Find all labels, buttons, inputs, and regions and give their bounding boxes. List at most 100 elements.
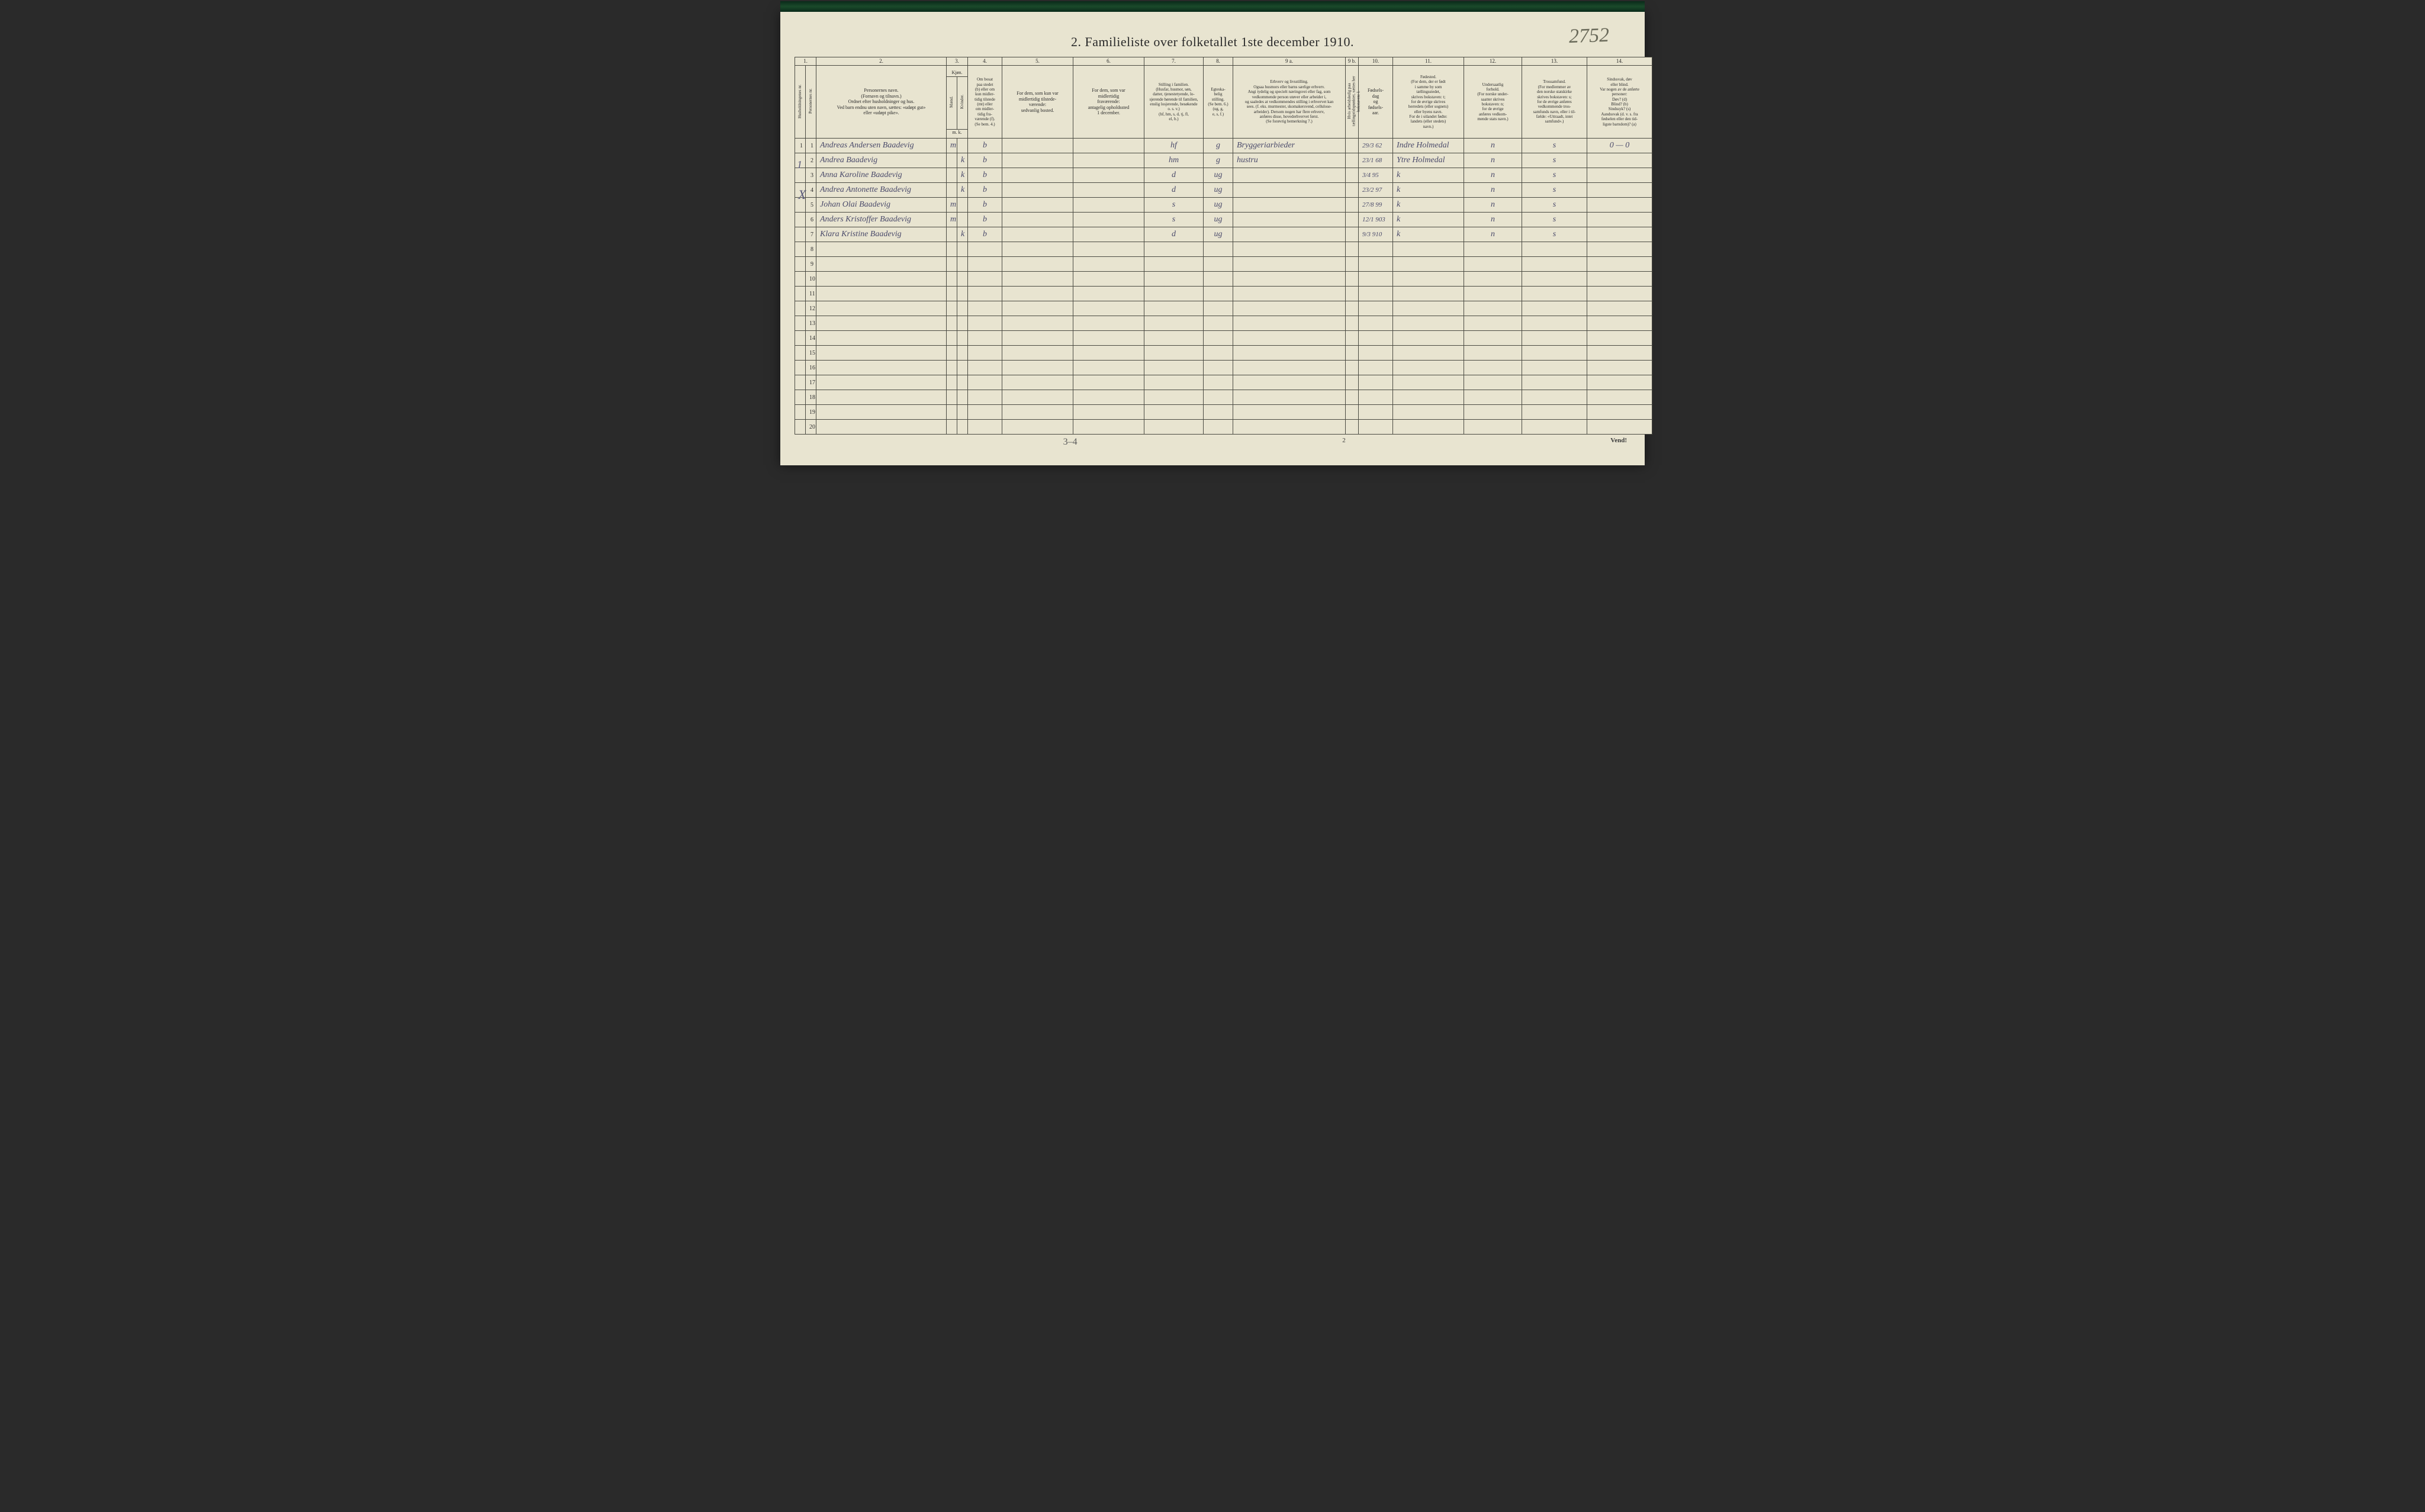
cell-empty — [1204, 257, 1233, 272]
footer-handwritten: 3–4 — [1063, 437, 1078, 448]
cell-empty — [1073, 257, 1144, 272]
cell-birthplace: Ytre Holmedal — [1393, 153, 1464, 168]
cell-occupation — [1233, 213, 1346, 227]
cell-empty — [1204, 242, 1233, 257]
cell-empty — [947, 405, 957, 420]
cell-empty — [1204, 405, 1233, 420]
cell-empty — [816, 331, 947, 346]
cell-empty — [1393, 420, 1464, 435]
cell-marital: g — [1204, 153, 1233, 168]
cell-empty — [1346, 316, 1359, 331]
cell-empty — [1073, 361, 1144, 375]
cell-empty — [1393, 272, 1464, 287]
table-row: 10 — [795, 272, 1652, 287]
cell-empty — [1522, 287, 1587, 301]
cell-residence: b — [968, 153, 1002, 168]
cell-empty — [1393, 361, 1464, 375]
table-row: 5Johan Olai Baadevigmbsug27/8 99kns — [795, 198, 1652, 213]
cell-empty — [1587, 361, 1652, 375]
cell-sex-m: m — [947, 139, 957, 153]
cell-empty — [1144, 375, 1204, 390]
cell-empty — [1002, 420, 1073, 435]
cell-empty — [1233, 420, 1346, 435]
cell-disability: 0 — 0 — [1587, 139, 1652, 153]
cell-empty — [1233, 301, 1346, 316]
cell-household-no — [795, 287, 806, 301]
cell-household-no — [795, 227, 806, 242]
cell-disability — [1587, 153, 1652, 168]
cell-empty — [968, 346, 1002, 361]
header-residence: Om bosat paa stedet (b) eller om kun mid… — [968, 65, 1002, 139]
cell-empty — [1587, 316, 1652, 331]
cell-birthplace: Indre Holmedal — [1393, 139, 1464, 153]
cell-empty — [968, 257, 1002, 272]
cell-empty — [1346, 242, 1359, 257]
cell-empty — [1359, 316, 1393, 331]
cell-empty — [1144, 405, 1204, 420]
cell-empty — [1359, 420, 1393, 435]
cell-empty — [1393, 287, 1464, 301]
cell-residence: b — [968, 183, 1002, 198]
cell-sex-m — [947, 168, 957, 183]
page-number-handwritten: 2752 — [1568, 24, 1609, 48]
cell-empty — [947, 301, 957, 316]
cell-empty — [1204, 375, 1233, 390]
cell-empty — [1073, 405, 1144, 420]
cell-empty — [816, 242, 947, 257]
cell-empty — [1233, 375, 1346, 390]
cell-empty — [1144, 272, 1204, 287]
cell-person-no: 13 — [806, 316, 816, 331]
table-row: 16 — [795, 361, 1652, 375]
cell-empty — [1073, 346, 1144, 361]
cell-birthplace: k — [1393, 168, 1464, 183]
cell-birthplace: k — [1393, 213, 1464, 227]
cell-empty — [1464, 390, 1522, 405]
cell-sex-k — [957, 213, 968, 227]
colnum-4: 4. — [968, 57, 1002, 66]
colnum-7: 7. — [1144, 57, 1204, 66]
cell-empty — [816, 316, 947, 331]
table-row: 19 — [795, 405, 1652, 420]
cell-empty — [957, 361, 968, 375]
cell-empty — [1144, 287, 1204, 301]
cell-religion: s — [1522, 139, 1587, 153]
cell-temp-present — [1002, 139, 1073, 153]
cell-empty — [1587, 405, 1652, 420]
cell-empty — [968, 316, 1002, 331]
cell-occupation: Bryggeriarbieder — [1233, 139, 1346, 153]
cell-empty — [957, 301, 968, 316]
cell-empty — [1464, 361, 1522, 375]
cell-empty — [1393, 331, 1464, 346]
colnum-12: 12. — [1464, 57, 1522, 66]
cell-person-no: 15 — [806, 346, 816, 361]
cell-empty — [1233, 257, 1346, 272]
cell-empty — [1587, 346, 1652, 361]
cell-empty — [947, 242, 957, 257]
header-nationality: Undersaatlig forhold. (For norske under-… — [1464, 65, 1522, 139]
cell-empty — [968, 331, 1002, 346]
cell-sex-k — [957, 139, 968, 153]
cell-family-pos: d — [1144, 183, 1204, 198]
cell-household-no — [795, 405, 806, 420]
cell-person-no: 9 — [806, 257, 816, 272]
cell-household-no — [795, 301, 806, 316]
header-household-no: Husholdningenes nr. — [795, 65, 806, 139]
cell-sex-k: k — [957, 183, 968, 198]
cell-empty — [1359, 346, 1393, 361]
cell-household-no — [795, 331, 806, 346]
cell-empty — [1002, 287, 1073, 301]
cell-temp-present — [1002, 227, 1073, 242]
cell-sex-m: m — [947, 198, 957, 213]
cell-empty — [1587, 242, 1652, 257]
cell-empty — [1522, 272, 1587, 287]
cell-residence: b — [968, 168, 1002, 183]
colnum-13: 13. — [1522, 57, 1587, 66]
cell-birth: 23/2 97 — [1359, 183, 1393, 198]
cell-temp-absent — [1073, 139, 1144, 153]
cell-empty — [1464, 242, 1522, 257]
cell-empty — [1346, 375, 1359, 390]
cell-sex-k: k — [957, 168, 968, 183]
cell-nationality: n — [1464, 227, 1522, 242]
cell-household-no — [795, 257, 806, 272]
cell-disability — [1587, 183, 1652, 198]
